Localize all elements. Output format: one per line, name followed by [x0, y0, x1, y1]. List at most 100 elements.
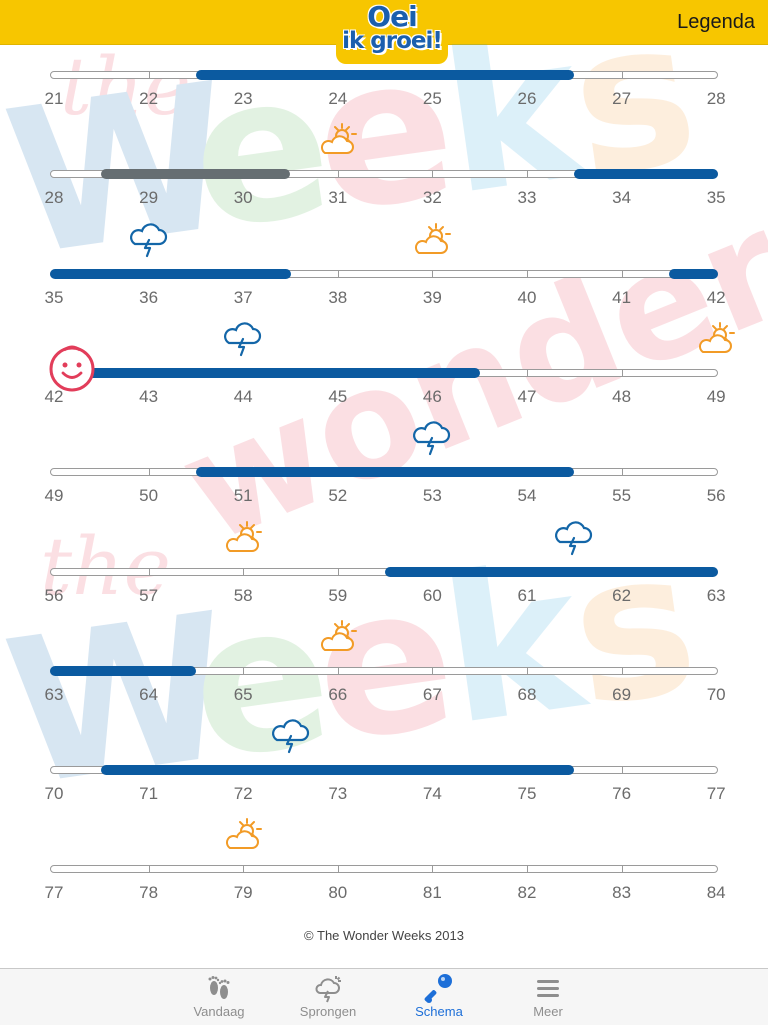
fussy-period-bar	[668, 268, 718, 279]
tab-sprongen[interactable]: Sprongen	[283, 973, 373, 1023]
rattle-icon	[424, 974, 452, 1003]
week-tick	[527, 369, 528, 376]
week-label: 75	[517, 784, 537, 804]
week-tick	[527, 667, 528, 674]
week-label: 42	[706, 287, 726, 307]
week-label: 25	[422, 89, 442, 108]
storm-cloud-icon[interactable]	[129, 222, 169, 258]
week-tick	[621, 72, 623, 78]
week-tick	[337, 866, 339, 873]
baby-face-icon[interactable]	[47, 343, 97, 393]
sun-cloud-icon[interactable]	[223, 817, 263, 853]
week-tick	[621, 866, 623, 873]
tab-label-schema: Schema	[415, 1004, 463, 1019]
week-label: 77	[706, 784, 726, 804]
week-label: 84	[706, 883, 726, 903]
week-label: 62	[612, 585, 632, 605]
week-label: 64	[139, 684, 159, 704]
menu-icon	[537, 980, 559, 997]
week-label: 49	[44, 486, 64, 506]
leap-schedule[interactable]: 21 22 23 24 25 26 27 28 28 29 30 31 32 33 34 35 35 36 37 38…	[0, 44, 768, 968]
past-period-bar	[101, 169, 291, 180]
week-label: 70	[706, 684, 726, 704]
week-track	[50, 865, 718, 874]
week-label: 65	[233, 684, 253, 704]
week-label: 61	[517, 585, 537, 605]
week-label: 83	[612, 883, 632, 903]
sun-cloud-icon[interactable]	[696, 321, 736, 357]
sun-cloud-icon[interactable]	[412, 222, 452, 258]
week-label: 66	[328, 684, 348, 704]
week-label: 77	[44, 883, 64, 903]
storm-cloud-icon[interactable]	[223, 321, 263, 357]
week-tick	[243, 866, 245, 873]
week-label: 24	[328, 89, 348, 108]
tab-bar: Vandaag Sprongen Schema	[0, 968, 768, 1025]
week-label: 79	[233, 883, 253, 903]
week-label: 45	[328, 386, 348, 406]
week-tick	[432, 171, 434, 178]
week-label: 70	[44, 784, 64, 804]
week-tick	[337, 667, 339, 674]
week-label: 82	[517, 883, 537, 903]
storm-cloud-icon[interactable]	[412, 420, 452, 456]
logo-line-2: ik groei!	[342, 28, 443, 54]
copyright-text: © The Wonder Weeks 2013	[304, 928, 464, 943]
tab-label-vandaag: Vandaag	[193, 1004, 245, 1019]
week-label: 28	[44, 188, 64, 208]
tab-label-meer: Meer	[533, 1004, 563, 1019]
week-tick	[527, 171, 528, 178]
fussy-period-bar	[195, 70, 575, 80]
week-label: 63	[706, 585, 726, 605]
tab-label-sprongen: Sprongen	[299, 1004, 357, 1019]
week-label: 78	[139, 883, 159, 903]
week-label: 80	[328, 883, 348, 903]
week-label: 74	[422, 784, 442, 804]
fussy-period-bar	[50, 367, 480, 378]
week-tick	[243, 568, 245, 575]
week-label: 23	[233, 89, 253, 108]
week-label: 34	[612, 188, 632, 208]
week-tick	[148, 568, 150, 575]
week-label: 54	[517, 486, 537, 506]
week-tick	[621, 767, 623, 774]
week-label: 53	[422, 486, 442, 506]
storm-cloud-icon[interactable]	[271, 718, 311, 754]
week-tick	[148, 469, 150, 476]
tab-schema[interactable]: Schema	[394, 973, 484, 1023]
week-tick	[621, 369, 623, 376]
sun-cloud-icon[interactable]	[223, 520, 263, 556]
tab-vandaag[interactable]: Vandaag	[174, 973, 264, 1023]
week-label: 73	[328, 784, 348, 804]
storm-cloud-icon[interactable]	[554, 520, 594, 556]
app-logo: Oei ik groei!	[336, 0, 448, 64]
week-label: 31	[328, 188, 348, 208]
week-tick	[621, 270, 623, 277]
week-label: 27	[612, 89, 632, 108]
week-label: 42	[44, 386, 64, 406]
week-label: 52	[328, 486, 348, 506]
week-label: 69	[612, 684, 632, 704]
week-label: 35	[706, 188, 726, 208]
week-label: 63	[44, 684, 64, 704]
week-tick	[432, 667, 434, 674]
week-label: 38	[328, 287, 348, 307]
tab-meer[interactable]: Meer	[503, 973, 593, 1023]
week-label: 35	[44, 287, 64, 307]
sun-cloud-icon[interactable]	[318, 122, 358, 158]
week-label: 72	[233, 784, 253, 804]
week-label: 36	[139, 287, 159, 307]
week-label: 30	[233, 188, 253, 208]
week-label: 50	[139, 486, 159, 506]
week-label: 58	[233, 585, 253, 605]
sun-cloud-icon[interactable]	[318, 619, 358, 655]
week-label: 22	[139, 89, 159, 108]
week-label: 29	[139, 188, 159, 208]
legend-button[interactable]: Legenda	[677, 11, 755, 33]
week-label: 51	[233, 486, 253, 506]
week-label: 59	[328, 585, 348, 605]
logo-line-1: Oei	[367, 0, 417, 33]
fussy-period-bar	[50, 268, 291, 279]
week-tick	[243, 667, 245, 674]
week-tick	[337, 568, 339, 575]
